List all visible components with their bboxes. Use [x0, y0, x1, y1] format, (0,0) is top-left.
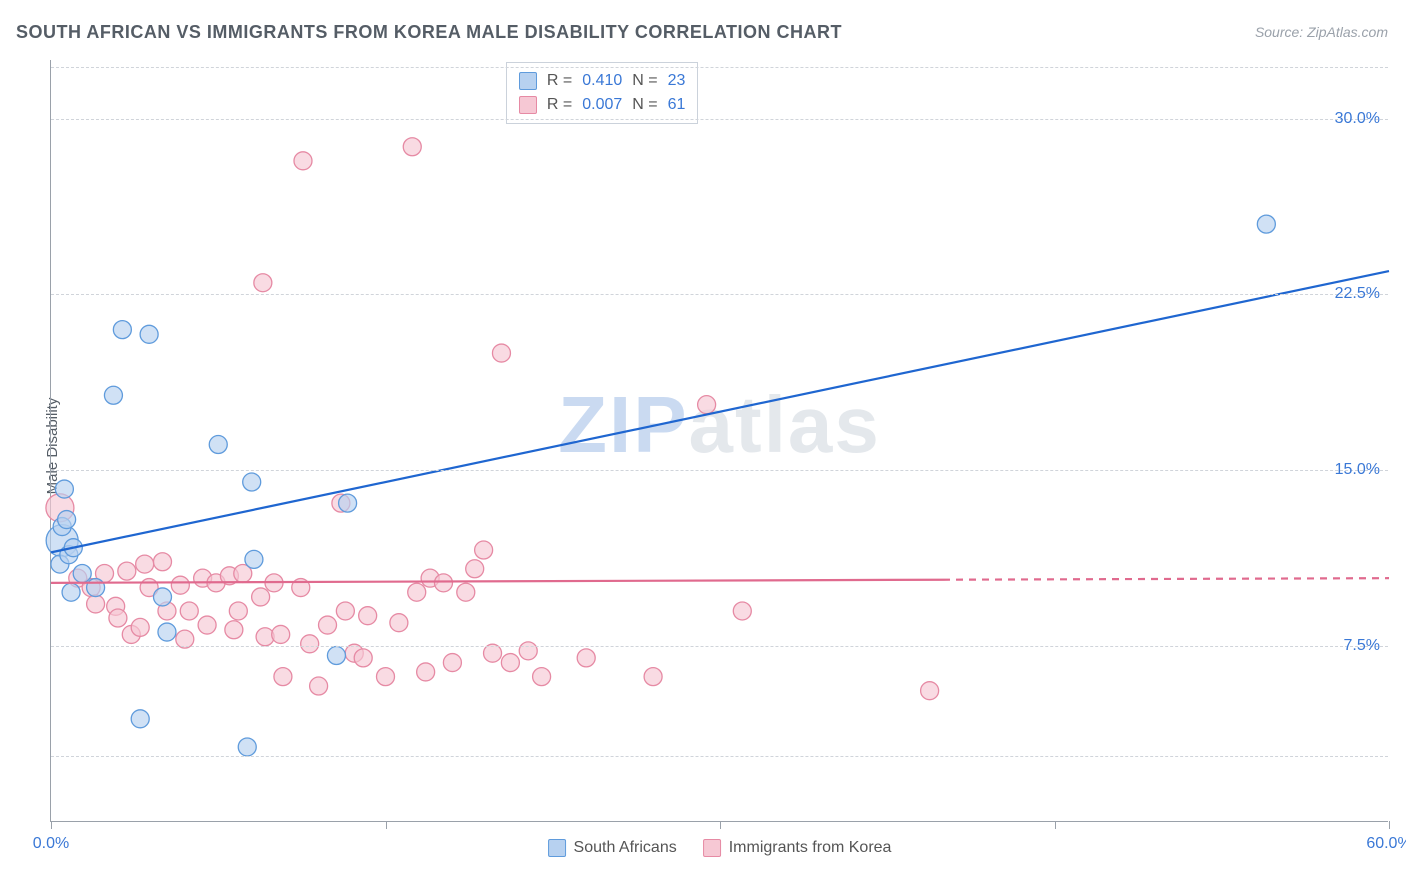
grid-line — [51, 67, 1388, 68]
y-tick-label: 30.0% — [1335, 110, 1380, 128]
point-series-b — [118, 562, 136, 580]
plot-area: ZIPatlas R = 0.410 N = 23R = 0.007 N = 6… — [50, 60, 1388, 822]
point-series-b — [109, 609, 127, 627]
grid-line — [51, 756, 1388, 757]
point-series-a — [1257, 215, 1275, 233]
point-series-a — [243, 473, 261, 491]
point-series-b — [457, 583, 475, 601]
point-series-a — [158, 623, 176, 641]
legend-item-b: Immigrants from Korea — [703, 839, 892, 857]
point-series-b — [644, 668, 662, 686]
point-series-b — [301, 635, 319, 653]
x-tick — [1389, 821, 1390, 829]
point-series-a — [154, 588, 172, 606]
point-series-b — [698, 396, 716, 414]
grid-line — [51, 294, 1388, 295]
x-tick — [386, 821, 387, 829]
legend-swatch-b — [703, 839, 721, 857]
legend-item-a: South Africans — [548, 839, 677, 857]
point-series-a — [104, 386, 122, 404]
point-series-a — [339, 494, 357, 512]
point-series-b — [577, 649, 595, 667]
point-series-b — [225, 621, 243, 639]
point-series-b — [408, 583, 426, 601]
y-tick-label: 7.5% — [1344, 637, 1380, 655]
point-series-b — [87, 595, 105, 613]
point-series-b — [533, 668, 551, 686]
point-series-b — [136, 555, 154, 573]
point-series-b — [336, 602, 354, 620]
point-series-b — [171, 576, 189, 594]
point-series-b — [501, 654, 519, 672]
point-series-b — [252, 588, 270, 606]
point-series-a — [87, 579, 105, 597]
point-series-b — [417, 663, 435, 681]
chart-source: Source: ZipAtlas.com — [1255, 24, 1388, 40]
legend-label-a: South Africans — [574, 839, 677, 857]
x-tick-label: 0.0% — [33, 835, 69, 853]
point-series-a — [140, 325, 158, 343]
point-series-a — [58, 511, 76, 529]
point-series-b — [254, 274, 272, 292]
grid-line — [51, 646, 1388, 647]
legend-label-b: Immigrants from Korea — [729, 839, 892, 857]
point-series-b — [390, 614, 408, 632]
point-series-b — [475, 541, 493, 559]
point-series-b — [434, 574, 452, 592]
point-series-b — [443, 654, 461, 672]
y-tick-label: 22.5% — [1335, 285, 1380, 303]
point-series-b — [359, 607, 377, 625]
point-series-b — [733, 602, 751, 620]
point-series-b — [403, 138, 421, 156]
point-series-b — [180, 602, 198, 620]
series-legend: South Africans Immigrants from Korea — [548, 839, 892, 857]
grid-line — [51, 470, 1388, 471]
point-series-a — [327, 647, 345, 665]
y-tick-label: 15.0% — [1335, 461, 1380, 479]
point-series-b — [519, 642, 537, 660]
point-series-b — [131, 618, 149, 636]
point-series-b — [272, 625, 290, 643]
point-series-a — [131, 710, 149, 728]
point-series-b — [294, 152, 312, 170]
point-series-a — [62, 583, 80, 601]
point-series-b — [319, 616, 337, 634]
point-series-b — [154, 553, 172, 571]
point-series-a — [238, 738, 256, 756]
point-series-a — [73, 564, 91, 582]
x-tick-label: 60.0% — [1366, 835, 1406, 853]
point-series-a — [209, 436, 227, 454]
legend-swatch-a — [548, 839, 566, 857]
point-series-b — [492, 344, 510, 362]
x-tick — [51, 821, 52, 829]
point-series-b — [466, 560, 484, 578]
regression-line-b-dashed — [943, 578, 1389, 580]
point-series-a — [55, 480, 73, 498]
point-series-a — [113, 321, 131, 339]
chart-container: SOUTH AFRICAN VS IMMIGRANTS FROM KOREA M… — [0, 0, 1406, 892]
point-series-b — [921, 682, 939, 700]
chart-svg-layer — [51, 60, 1388, 821]
point-series-b — [198, 616, 216, 634]
regression-line-a — [51, 271, 1389, 552]
point-series-b — [377, 668, 395, 686]
point-series-b — [229, 602, 247, 620]
point-series-b — [310, 677, 328, 695]
point-series-b — [274, 668, 292, 686]
grid-line — [51, 119, 1388, 120]
x-tick — [1055, 821, 1056, 829]
point-series-a — [245, 550, 263, 568]
point-series-b — [354, 649, 372, 667]
x-tick — [720, 821, 721, 829]
chart-title: SOUTH AFRICAN VS IMMIGRANTS FROM KOREA M… — [16, 22, 842, 43]
